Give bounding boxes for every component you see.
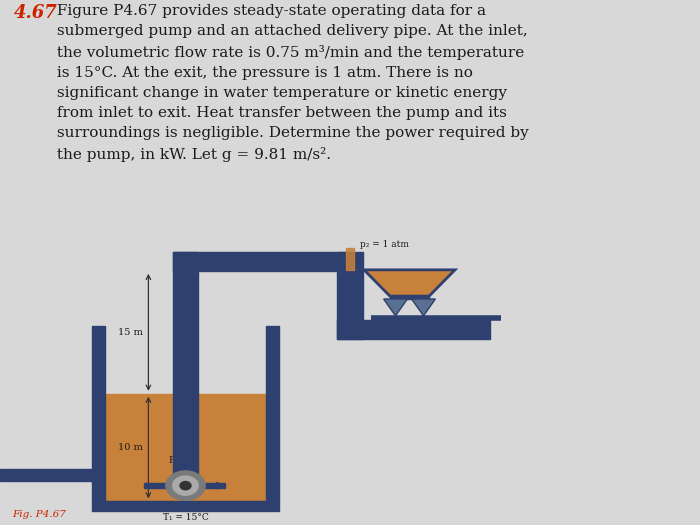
Bar — [346, 248, 354, 270]
Text: Pump: Pump — [169, 456, 195, 465]
Bar — [173, 252, 198, 480]
Bar — [390, 296, 429, 299]
Bar — [144, 483, 166, 488]
Text: p₂ = 1 atm: p₂ = 1 atm — [360, 240, 409, 249]
Bar — [0, 469, 92, 481]
Bar — [105, 394, 266, 501]
Text: 15 m: 15 m — [118, 328, 143, 337]
Bar — [337, 320, 490, 339]
Bar — [266, 326, 279, 501]
Text: Fig. P4.67: Fig. P4.67 — [13, 510, 66, 519]
Polygon shape — [364, 270, 455, 296]
Polygon shape — [412, 299, 435, 316]
Polygon shape — [384, 299, 407, 316]
Bar — [337, 252, 363, 339]
Bar — [92, 326, 105, 501]
Circle shape — [166, 471, 205, 500]
Text: T₁ = 15°C: T₁ = 15°C — [162, 513, 209, 522]
Circle shape — [180, 481, 191, 490]
Text: 4.67: 4.67 — [14, 4, 57, 22]
Bar — [173, 252, 354, 271]
Bar — [92, 501, 279, 511]
Circle shape — [173, 476, 198, 495]
Text: 10 m: 10 m — [118, 443, 143, 452]
Text: Figure P4.67 provides steady-state operating data for a
 submerged pump and an a: Figure P4.67 provides steady-state opera… — [52, 4, 529, 162]
Bar — [205, 483, 225, 488]
